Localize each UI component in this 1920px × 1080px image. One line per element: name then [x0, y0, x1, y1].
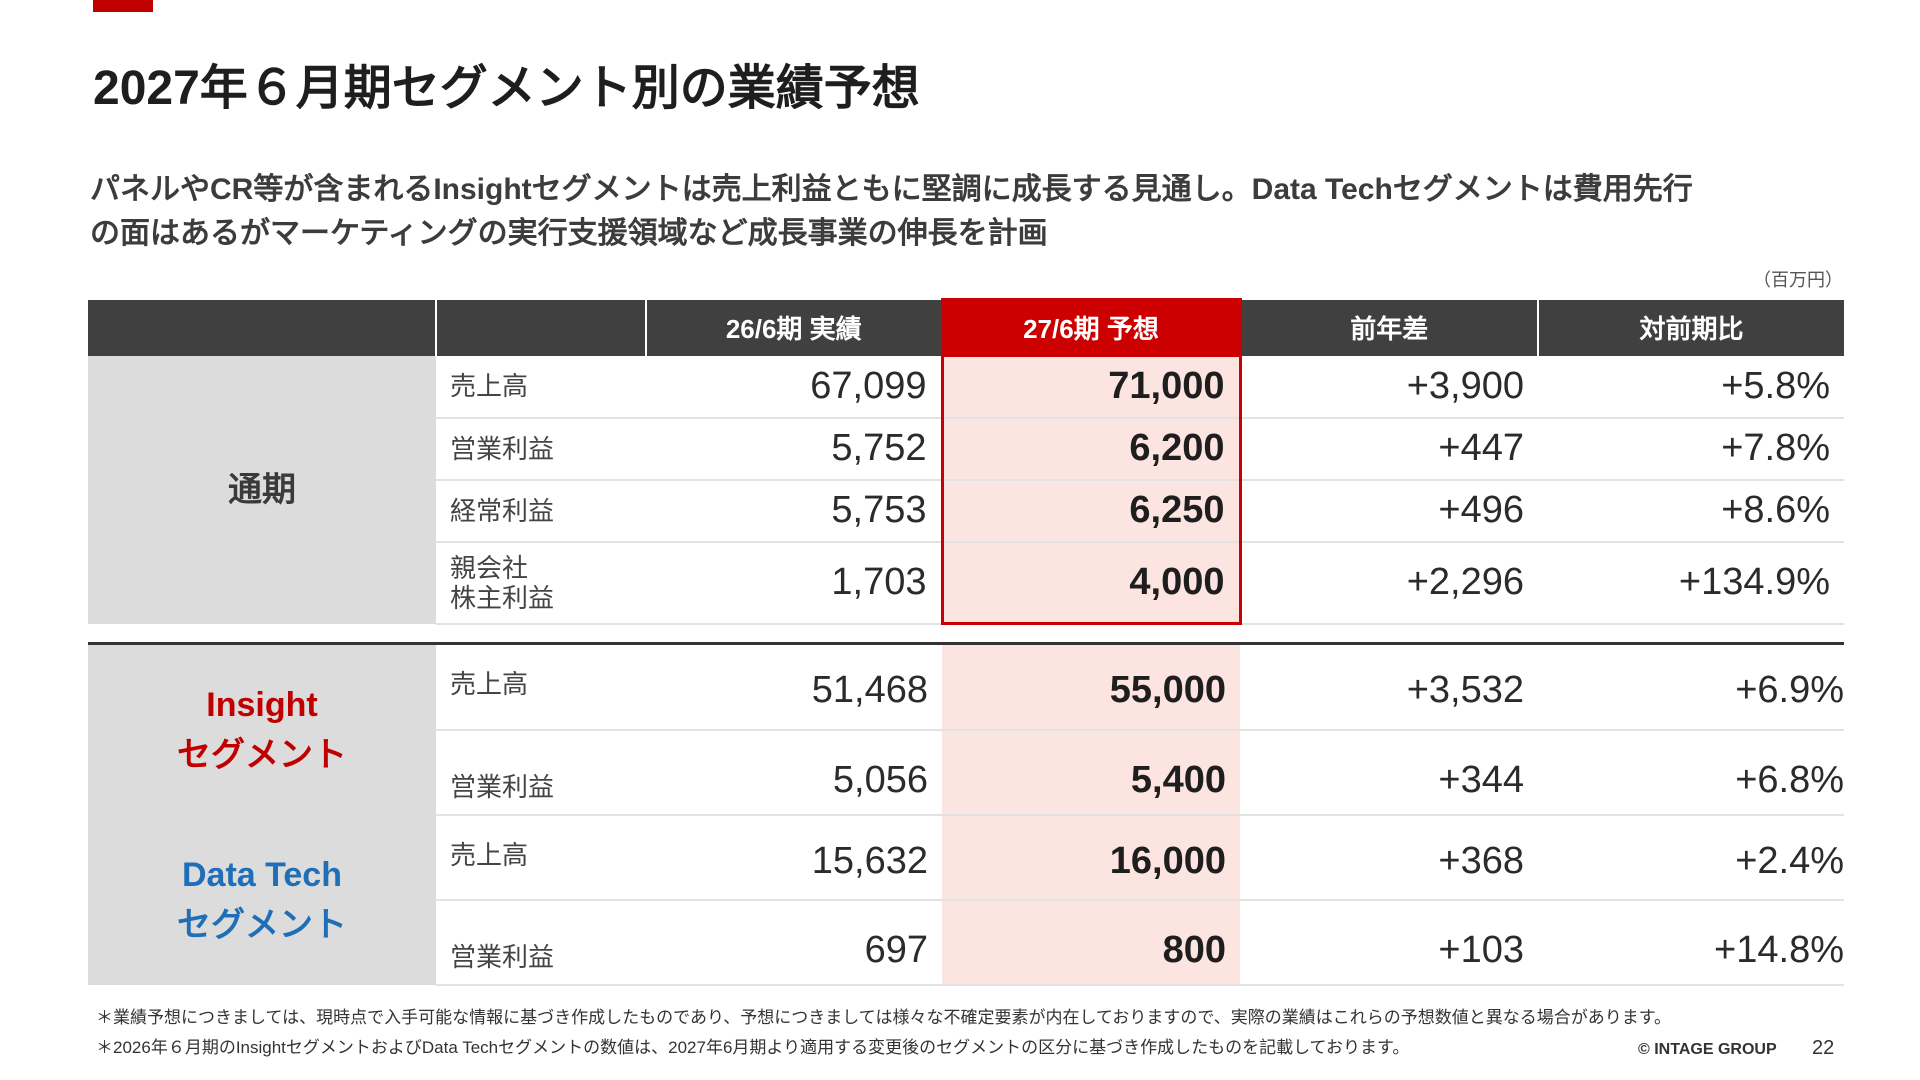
row-item: 営業利益	[436, 417, 646, 481]
cell-ratio: +5.8%	[1538, 355, 1844, 419]
cell-ratio: +6.8%	[1538, 730, 1844, 816]
table-row: 親会社 株主利益 1,703 4,000 +2,296 +134.9%	[88, 541, 1844, 625]
subtitle-line: パネルやCR等が含まれるInsightセグメントは売上利益ともに堅調に成長する見…	[90, 173, 1693, 206]
cell-actual: 5,753	[646, 479, 942, 543]
header-actual: 26/6期 実績	[646, 299, 943, 356]
header-item	[436, 299, 647, 356]
cell-forecast: 6,200	[940, 417, 1242, 481]
header-diff: 前年差	[1240, 299, 1539, 356]
footnote: ＊2026年６月期のInsightセグメントおよびData Techセグメントの…	[96, 1038, 1410, 1057]
cell-diff: +2,296	[1240, 541, 1538, 625]
table-header-row: 26/6期 実績 27/6期 予想 前年差 対前期比	[88, 298, 1844, 357]
header-segment	[88, 299, 437, 356]
copyright: © INTAGE GROUP	[1638, 1041, 1777, 1058]
cell-forecast: 5,400	[942, 730, 1240, 816]
segment-label-insight: Insight セグメント	[88, 645, 436, 815]
cell-forecast: 800	[942, 900, 1240, 986]
cell-actual: 15,632	[646, 815, 942, 901]
cell-forecast: 16,000	[942, 815, 1240, 901]
row-item: 売上高	[436, 645, 646, 731]
page-title: 2027年６月期セグメント別の業績予想	[93, 62, 920, 115]
cell-ratio: +134.9%	[1538, 541, 1844, 625]
cell-actual: 67,099	[646, 355, 942, 419]
unit-label: （百万円）	[1753, 270, 1843, 290]
table-row: 経常利益 5,753 6,250 +496 +8.6%	[88, 479, 1844, 543]
cell-forecast: 4,000	[940, 541, 1242, 625]
page-subtitle: パネルやCR等が含まれるInsightセグメントは売上利益ともに堅調に成長する見…	[90, 168, 1850, 256]
cell-ratio: +7.8%	[1538, 417, 1844, 481]
footnote: ＊業績予想につきましては、現時点で入手可能な情報に基づき作成したものであり、予想…	[96, 1008, 1672, 1027]
row-item: 営業利益	[436, 730, 646, 816]
table-row: 営業利益 5,056 5,400 +344 +6.8%	[88, 730, 1844, 816]
row-item: 経常利益	[436, 479, 646, 543]
table-separator	[88, 642, 1844, 646]
cell-ratio: +6.9%	[1538, 645, 1844, 731]
cell-diff: +368	[1240, 815, 1538, 901]
cell-ratio: +8.6%	[1538, 479, 1844, 543]
row-item: 売上高	[436, 355, 646, 419]
segment-label-datatech: Data Tech セグメント	[88, 815, 436, 985]
table-row: 通期 売上高 67,099 71,000 +3,900 +5.8%	[88, 355, 1844, 624]
cell-actual: 51,468	[646, 645, 942, 731]
segment-label-annual: 通期	[88, 355, 436, 624]
page-number: 22	[1812, 1037, 1835, 1059]
table-row: 営業利益 5,752 6,200 +447 +7.8%	[88, 417, 1844, 481]
subtitle-line: の面はあるがマーケティングの実行支援領域など成長事業の伸長を計画	[90, 217, 1048, 250]
cell-diff: +447	[1240, 417, 1538, 481]
cell-ratio: +14.8%	[1538, 900, 1844, 986]
cell-ratio: +2.4%	[1538, 815, 1844, 901]
cell-actual: 5,752	[646, 417, 942, 481]
cell-actual: 697	[646, 900, 942, 986]
table-row: Insight セグメント 売上高 51,468 55,000 +3,532 +6…	[88, 645, 1844, 815]
cell-diff: +3,532	[1240, 645, 1538, 731]
cell-diff: +3,900	[1240, 355, 1538, 419]
cell-forecast: 6,250	[940, 479, 1242, 543]
cell-actual: 5,056	[646, 730, 942, 816]
table-row: Data Tech セグメント 売上高 15,632 16,000 +368 +2…	[88, 815, 1844, 985]
cell-forecast: 71,000	[940, 355, 1242, 419]
header-forecast: 27/6期 予想	[940, 298, 1242, 357]
footnotes: ＊業績予想につきましては、現時点で入手可能な情報に基づき作成したものであり、予想…	[96, 1003, 1671, 1063]
row-item: 親会社 株主利益	[436, 541, 646, 625]
row-item: 売上高	[436, 815, 646, 901]
row-item: 営業利益	[436, 900, 646, 986]
cell-diff: +103	[1240, 900, 1538, 986]
accent-bar	[93, 0, 153, 12]
cell-diff: +496	[1240, 479, 1538, 543]
table-gap	[88, 623, 1844, 644]
header-ratio: 対前期比	[1538, 299, 1844, 356]
forecast-table: 26/6期 実績 27/6期 予想 前年差 対前期比 通期 売上高 67,099…	[88, 298, 1844, 986]
cell-actual: 1,703	[646, 541, 942, 625]
table-row: 営業利益 697 800 +103 +14.8%	[88, 900, 1844, 986]
cell-diff: +344	[1240, 730, 1538, 816]
cell-forecast: 55,000	[942, 645, 1240, 731]
